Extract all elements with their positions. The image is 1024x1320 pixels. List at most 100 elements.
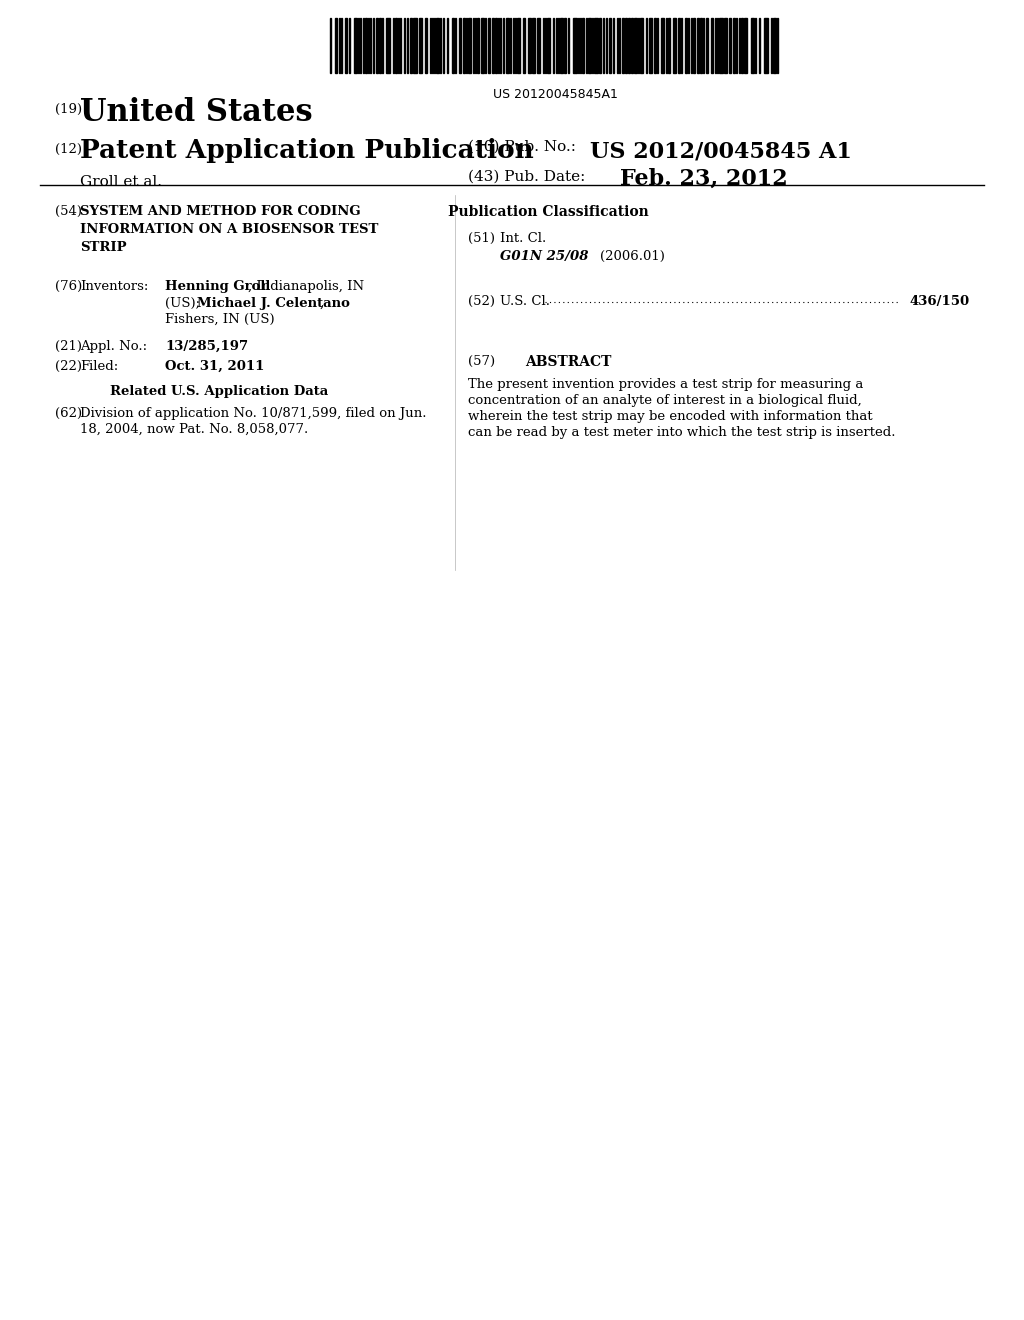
Bar	[560, 18, 563, 73]
Text: US 2012/0045845 A1: US 2012/0045845 A1	[590, 140, 852, 162]
Bar	[547, 18, 550, 73]
Bar	[354, 18, 357, 73]
Text: US 20120045845A1: US 20120045845A1	[493, 88, 617, 102]
Bar	[410, 18, 412, 73]
Text: (51): (51)	[468, 232, 495, 246]
Bar	[773, 18, 776, 73]
Text: Filed:: Filed:	[80, 360, 118, 374]
Text: (19): (19)	[55, 103, 82, 116]
Text: (10) Pub. No.:: (10) Pub. No.:	[468, 140, 575, 154]
Text: ABSTRACT: ABSTRACT	[525, 355, 611, 370]
Text: U.S. Cl.: U.S. Cl.	[500, 294, 550, 308]
Bar	[425, 18, 427, 73]
Text: Michael J. Celentano: Michael J. Celentano	[197, 297, 350, 310]
Text: concentration of an analyte of interest in a biological fluid,: concentration of an analyte of interest …	[468, 393, 862, 407]
Bar	[673, 18, 676, 73]
Text: (2006.01): (2006.01)	[600, 249, 665, 263]
Bar	[751, 18, 754, 73]
Text: The present invention provides a test strip for measuring a: The present invention provides a test st…	[468, 378, 863, 391]
Bar	[625, 18, 627, 73]
Bar	[365, 18, 367, 73]
Bar	[413, 18, 417, 73]
Bar	[537, 18, 540, 73]
Text: 436/150: 436/150	[910, 294, 970, 308]
Text: Int. Cl.: Int. Cl.	[500, 232, 546, 246]
Bar	[634, 18, 637, 73]
Bar	[523, 18, 525, 73]
Text: wherein the test strip may be encoded with information that: wherein the test strip may be encoded wi…	[468, 411, 872, 422]
Bar	[335, 18, 337, 73]
Text: (76): (76)	[55, 280, 82, 293]
Text: (54): (54)	[55, 205, 82, 218]
Text: (52): (52)	[468, 294, 495, 308]
Text: 13/285,197: 13/285,197	[165, 341, 248, 352]
Text: can be read by a test meter into which the test strip is inserted.: can be read by a test meter into which t…	[468, 426, 896, 440]
Text: (62): (62)	[55, 407, 82, 420]
Bar	[744, 18, 746, 73]
Text: G01N 25/08: G01N 25/08	[500, 249, 589, 263]
Text: (57): (57)	[468, 355, 496, 368]
Bar	[764, 18, 768, 73]
Text: Related U.S. Application Data: Related U.S. Application Data	[110, 385, 329, 399]
Bar	[649, 18, 652, 73]
Bar	[477, 18, 479, 73]
Bar	[395, 18, 397, 73]
Bar	[609, 18, 611, 73]
Bar	[376, 18, 378, 73]
Text: (22): (22)	[55, 360, 82, 374]
Text: Fishers, IN (US): Fishers, IN (US)	[165, 313, 274, 326]
Text: Inventors:: Inventors:	[80, 280, 148, 293]
Bar	[582, 18, 584, 73]
Bar	[436, 18, 439, 73]
Bar	[622, 18, 624, 73]
Text: Oct. 31, 2011: Oct. 31, 2011	[165, 360, 264, 374]
Bar	[678, 18, 680, 73]
Bar	[492, 18, 494, 73]
Bar	[599, 18, 601, 73]
Bar	[495, 18, 497, 73]
Bar	[506, 18, 509, 73]
Bar	[345, 18, 347, 73]
Text: (43) Pub. Date:: (43) Pub. Date:	[468, 170, 586, 183]
Bar	[631, 18, 633, 73]
Bar	[532, 18, 535, 73]
Bar	[697, 18, 699, 73]
Text: Groll et al.: Groll et al.	[80, 176, 162, 189]
Text: Patent Application Publication: Patent Application Publication	[80, 139, 534, 162]
Bar	[668, 18, 670, 73]
Bar	[379, 18, 381, 73]
Bar	[468, 18, 471, 73]
Text: United States: United States	[80, 96, 312, 128]
Bar	[711, 18, 713, 73]
Text: ,: ,	[319, 297, 325, 310]
Bar	[719, 18, 723, 73]
Bar	[588, 18, 591, 73]
Bar	[419, 18, 422, 73]
Bar	[700, 18, 702, 73]
Bar	[640, 18, 643, 73]
Text: Feb. 23, 2012: Feb. 23, 2012	[620, 168, 787, 190]
Text: SYSTEM AND METHOD FOR CODING
INFORMATION ON A BIOSENSOR TEST
STRIP: SYSTEM AND METHOD FOR CODING INFORMATION…	[80, 205, 379, 253]
Bar	[517, 18, 520, 73]
Bar	[564, 18, 566, 73]
Bar	[724, 18, 727, 73]
Bar	[706, 18, 708, 73]
Text: (21): (21)	[55, 341, 82, 352]
Bar	[741, 18, 743, 73]
Bar	[662, 18, 664, 73]
Bar	[729, 18, 731, 73]
Text: 18, 2004, now Pat. No. 8,058,077.: 18, 2004, now Pat. No. 8,058,077.	[80, 422, 308, 436]
Text: Appl. No.:: Appl. No.:	[80, 341, 147, 352]
Bar	[386, 18, 390, 73]
Text: (12): (12)	[55, 143, 82, 156]
Bar	[459, 18, 461, 73]
Bar	[488, 18, 490, 73]
Bar	[733, 18, 735, 73]
Text: Division of application No. 10/871,599, filed on Jun.: Division of application No. 10/871,599, …	[80, 407, 427, 420]
Bar	[693, 18, 695, 73]
Bar	[481, 18, 484, 73]
Text: (US);: (US);	[165, 297, 205, 310]
Bar	[685, 18, 687, 73]
Bar	[628, 18, 630, 73]
Bar	[594, 18, 598, 73]
